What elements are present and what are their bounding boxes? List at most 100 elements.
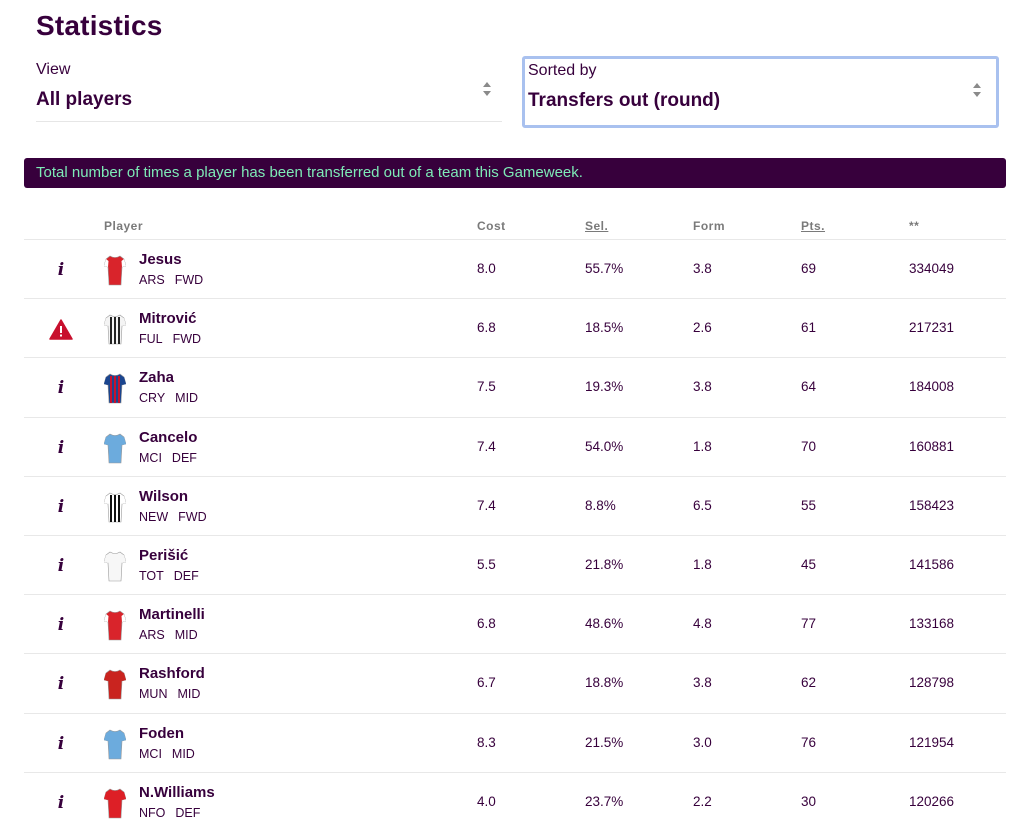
header-sel[interactable]: Sel.	[585, 219, 609, 233]
info-icon[interactable]: i	[57, 437, 65, 458]
player-position: MID	[177, 687, 201, 702]
select-arrows-icon	[482, 82, 492, 96]
info-icon[interactable]: i	[57, 555, 65, 576]
shirt-icon	[103, 668, 127, 700]
cell-pts: 61	[801, 320, 817, 336]
player-team: MCI	[139, 450, 162, 465]
shirt-icon	[103, 313, 127, 345]
shirt-icon	[103, 372, 127, 404]
player-name[interactable]: Zaha	[139, 369, 175, 387]
sort-select[interactable]: Sorted by Transfers out (round)	[522, 56, 999, 128]
table-row: i Foden MCI MID 8.3 21.5% 3.0 76 121954	[24, 714, 1006, 773]
cell-sel: 23.7%	[585, 793, 624, 809]
cell-cost: 6.8	[477, 320, 496, 336]
info-icon[interactable]: i	[57, 378, 65, 399]
player-team: FUL	[139, 332, 163, 347]
cell-sel: 21.5%	[585, 734, 624, 750]
player-meta: NFO DEF	[139, 806, 210, 820]
cell-sel: 55.7%	[585, 261, 624, 276]
cell-stat: 121954	[909, 734, 955, 750]
cell-cost: 8.0	[477, 261, 496, 276]
table-row: Mitrović FUL FWD 6.8 18.5% 2.6 61 217231	[24, 299, 1006, 359]
player-name[interactable]: Martinelli	[139, 606, 205, 624]
player-meta: ARS MID	[139, 628, 208, 642]
cell-pts: 30	[801, 793, 817, 809]
shirt-icon	[103, 609, 127, 641]
cell-cost: 7.4	[477, 497, 496, 513]
player-name[interactable]: Rashford	[139, 665, 205, 683]
table-row: i Jesus ARS FWD 8.0 55.7% 3.8 69 334049	[24, 240, 1006, 300]
cell-pts: 55	[801, 497, 817, 513]
cell-form: 3.8	[693, 261, 712, 276]
player-meta: MCI DEF	[139, 451, 207, 465]
select-arrows-icon	[972, 83, 982, 97]
cell-cost: 7.5	[477, 379, 496, 395]
player-team: ARS	[139, 273, 165, 287]
info-icon[interactable]: i	[57, 615, 65, 636]
cell-form: 1.8	[693, 556, 712, 572]
sort-select-value: Transfers out (round)	[528, 90, 721, 111]
cell-stat: 184008	[909, 379, 955, 395]
player-team: NEW	[139, 509, 169, 524]
info-icon[interactable]: i	[57, 496, 65, 517]
cell-cost: 8.3	[477, 734, 496, 750]
cell-sel: 21.8%	[585, 556, 624, 572]
player-team: MUN	[139, 687, 168, 702]
player-position: DEF	[173, 568, 199, 583]
header-cost[interactable]: Cost	[477, 219, 506, 233]
player-name[interactable]: Foden	[139, 724, 184, 742]
cell-sel: 48.6%	[585, 616, 624, 632]
shirt-icon	[103, 550, 127, 582]
info-icon[interactable]: i	[57, 674, 65, 695]
player-meta: FUL FWD	[139, 332, 211, 346]
player-name[interactable]: Mitrović	[139, 310, 197, 328]
cell-pts: 70	[801, 438, 817, 454]
cell-sel: 19.3%	[585, 379, 624, 395]
info-icon[interactable]: i	[57, 733, 65, 754]
player-name[interactable]: Jesus	[139, 251, 182, 268]
header-player: Player	[104, 219, 144, 233]
player-meta: ARS FWD	[139, 273, 213, 287]
player-position: FWD	[172, 332, 202, 347]
cell-form: 3.0	[693, 734, 712, 750]
player-meta: CRY MID	[139, 391, 208, 405]
cell-form: 4.8	[693, 616, 712, 632]
shirt-icon	[103, 254, 127, 286]
header-form[interactable]: Form	[693, 219, 725, 233]
info-icon[interactable]: i	[57, 792, 65, 813]
cell-form: 2.6	[693, 320, 712, 336]
cell-form: 6.5	[693, 497, 712, 513]
player-meta: MCI MID	[139, 747, 205, 761]
player-meta: TOT DEF	[139, 569, 209, 583]
table-row: i N.Williams NFO DEF 4.0 23.7% 2.2 30 120266	[24, 773, 1006, 831]
warning-icon[interactable]	[49, 318, 73, 340]
player-name[interactable]: N.Williams	[139, 783, 215, 801]
cell-pts: 64	[801, 379, 817, 395]
player-name[interactable]: Wilson	[139, 487, 189, 505]
cell-form: 3.8	[693, 675, 712, 691]
sort-select-label: Sorted by	[528, 62, 597, 79]
info-banner: Total number of times a player has been …	[24, 158, 1006, 188]
table-row: i Wilson NEW FWD 7.4 8.8% 6.5 55 158423	[24, 477, 1006, 536]
player-team: MCI	[139, 746, 162, 761]
cell-cost: 7.4	[477, 438, 496, 454]
cell-stat: 217231	[909, 320, 955, 336]
player-position: FWD	[174, 273, 204, 287]
table-row: i Zaha CRY MID 7.5 19.3% 3.8 64 184008	[24, 358, 1006, 418]
view-select-label: View	[36, 61, 71, 78]
cell-cost: 6.8	[477, 616, 496, 632]
cell-pts: 69	[801, 261, 817, 276]
player-meta: NEW FWD	[139, 510, 217, 524]
player-name[interactable]: Cancelo	[139, 428, 198, 446]
info-icon[interactable]: i	[57, 260, 65, 280]
header-stat[interactable]: **	[909, 219, 920, 233]
shirt-icon	[103, 432, 127, 464]
view-select[interactable]: View All players	[36, 58, 502, 122]
player-name[interactable]: Perišić	[139, 546, 189, 564]
header-pts[interactable]: Pts.	[801, 219, 826, 233]
cell-sel: 18.5%	[585, 320, 624, 336]
table-body: i Jesus ARS FWD 8.0 55.7% 3.8 69 334049 Mitrović F…	[24, 240, 1006, 831]
cell-stat: 158423	[909, 497, 955, 513]
shirt-icon	[103, 491, 127, 523]
cell-form: 2.2	[693, 793, 712, 809]
